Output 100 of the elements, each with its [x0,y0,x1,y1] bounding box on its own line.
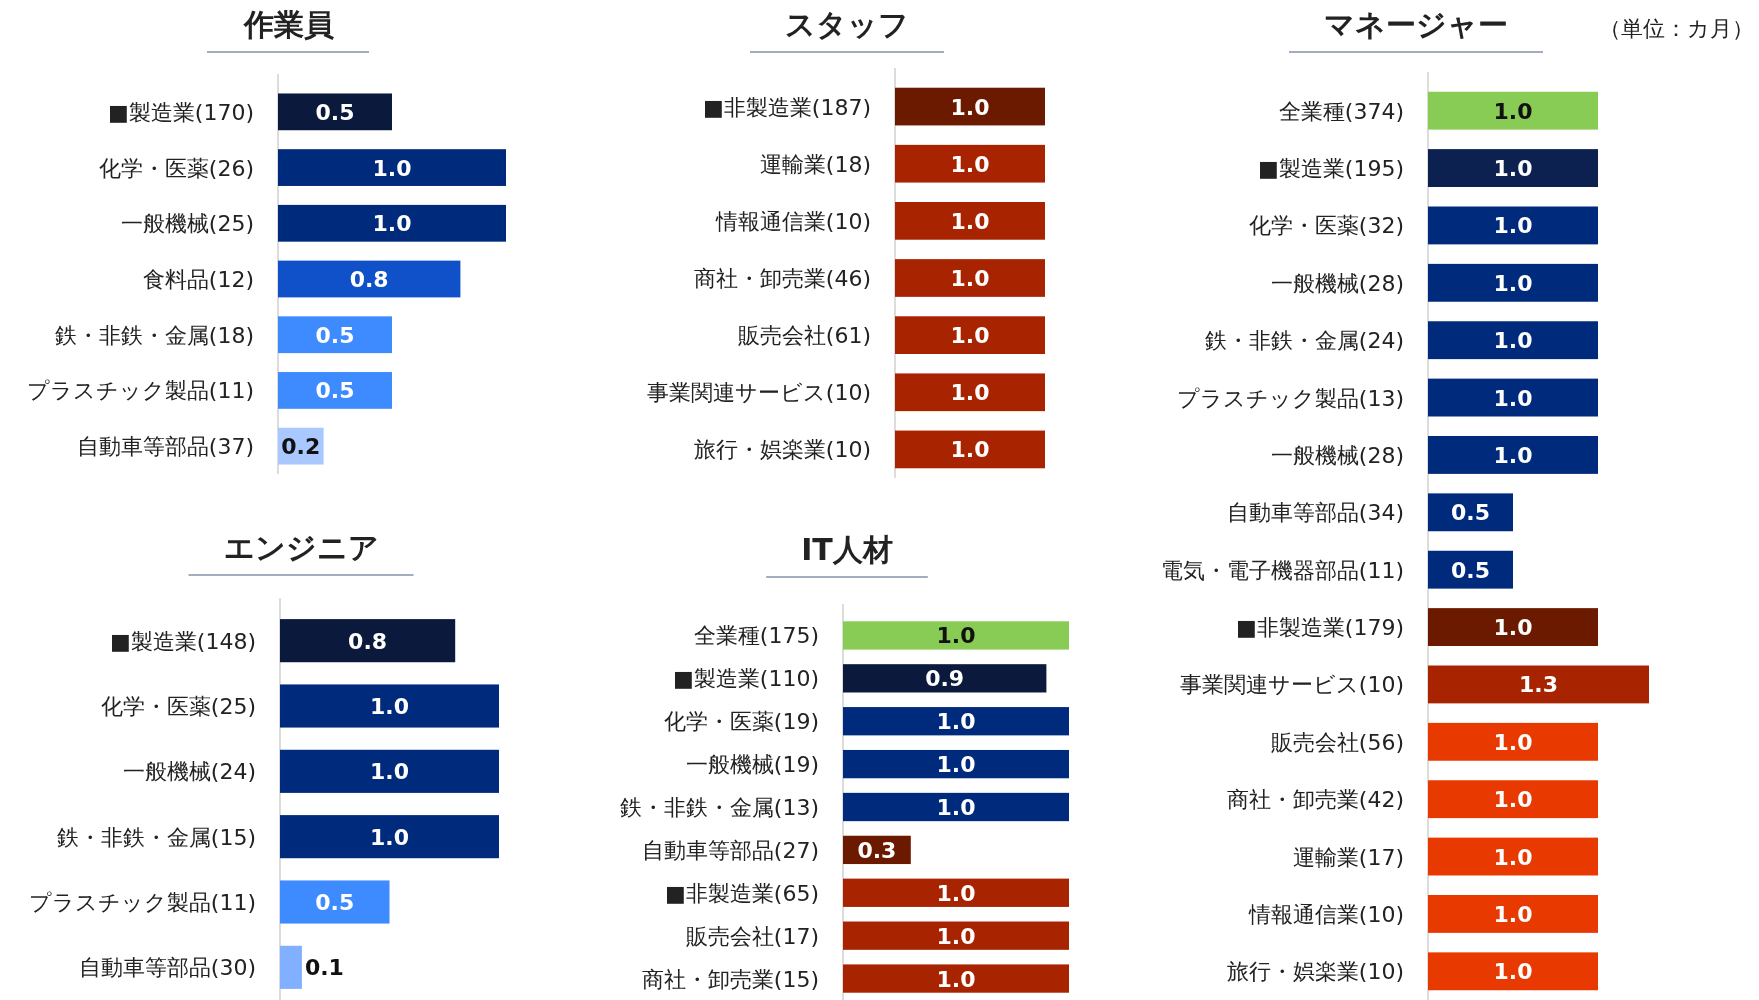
y-tick-label: ■製造業(148) [110,628,256,654]
chart-title: スタッフ [785,7,909,42]
data-label: 1.0 [936,880,976,906]
bar [280,880,390,924]
y-tick-label: 運輸業(17) [1292,844,1404,870]
data-label: 1.0 [936,623,976,649]
bar [278,260,461,298]
data-label: 1.0 [1493,98,1533,124]
y-tick-label: ■非製造業(179) [1236,615,1404,641]
y-tick-label: 一般機械(28) [1270,442,1404,468]
data-label: 1.0 [1493,385,1533,411]
data-label: 0.9 [925,666,965,692]
y-tick-label: 自動車等部品(34) [1226,500,1404,526]
chart-title: 作業員 [242,7,334,42]
y-tick-label: 情報通信業(10) [1247,901,1404,927]
data-label: 0.2 [281,434,321,460]
y-tick-label: 事業関連サービス(10) [646,380,871,406]
y-tick-label: 一般機械(19) [685,752,819,778]
y-tick-label: 一般機械(28) [1270,270,1404,296]
data-label: 0.5 [1451,500,1490,526]
y-tick-label: 鉄・非鉄・金属(15) [56,824,256,850]
data-label: 0.5 [315,322,355,348]
data-label: 1.0 [950,380,990,406]
chart-title: IT人材 [801,532,893,567]
y-tick-label: 一般機械(25) [120,211,254,237]
y-tick-label: 化学・医薬(25) [100,694,256,719]
y-tick-label: 鉄・非鉄・金属(13) [619,795,819,820]
data-label: 1.0 [370,824,409,850]
data-label: 1.0 [370,694,409,719]
y-tick-label: 商社・卸売業(46) [693,266,871,291]
y-tick-label: 電気・電子機器部品(11) [1160,557,1404,583]
data-label: 1.0 [936,752,976,778]
y-tick-label: 旅行・娯楽業(10) [693,437,871,463]
y-tick-label: 旅行・娯楽業(10) [1226,959,1404,985]
y-tick-label: 化学・医薬(26) [98,155,254,181]
data-label: 1.0 [1493,959,1533,985]
data-label: 1.0 [1493,156,1533,182]
data-label: 1.0 [950,323,990,349]
y-tick-label: 商社・卸売業(42) [1226,787,1404,813]
y-tick-label: 全業種(175) [693,623,819,649]
data-label: 0.8 [348,628,388,654]
data-label: 0.5 [315,378,355,404]
bar [280,945,302,989]
y-tick-label: 販売会社(56) [1270,729,1404,755]
data-label: 1.0 [1493,844,1533,870]
y-tick-label: 運輸業(18) [759,151,871,177]
data-label: 1.0 [950,266,990,291]
y-tick-label: 自動車等部品(30) [78,955,256,981]
data-label: 1.0 [1493,328,1533,354]
data-label: 1.0 [936,709,976,735]
bar [278,316,392,354]
data-label: 1.0 [370,759,409,785]
data-label: 1.0 [1493,901,1533,927]
y-tick-label: ■非製造業(65) [665,880,819,906]
y-tick-label: 化学・医薬(32) [1248,213,1404,239]
y-tick-label: 商社・卸売業(15) [641,966,819,992]
y-tick-label: ■製造業(110) [673,666,819,692]
data-label: 1.0 [950,208,990,234]
chart-title: マネージャー [1324,7,1508,42]
data-label: 1.0 [1493,615,1533,641]
data-label: 1.3 [1519,672,1558,698]
y-tick-label: 全業種(374) [1278,98,1404,124]
y-tick-label: 販売会社(61) [737,323,871,349]
data-label: 1.0 [1493,213,1533,239]
data-label: 1.0 [1493,270,1533,296]
data-label: 1.0 [950,94,990,120]
data-label: 1.0 [936,795,976,820]
y-tick-label: 事業関連サービス(10) [1179,672,1404,698]
data-label: 1.0 [950,151,990,177]
data-label: 1.0 [372,211,412,237]
bar [278,372,392,409]
bar [278,204,506,242]
data-label: 1.0 [372,155,412,181]
bar [280,684,499,728]
bar [278,149,506,186]
data-label: 0.1 [304,955,344,981]
y-tick-label: プラスチック製品(11) [28,890,256,915]
bar [280,749,499,793]
y-tick-label: 情報通信業(10) [714,208,871,234]
y-tick-label: 鉄・非鉄・金属(24) [1204,328,1404,354]
data-label: 0.5 [315,890,355,915]
bar [278,93,392,131]
y-tick-label: 一般機械(24) [122,759,256,785]
y-tick-label: 化学・医薬(19) [663,709,819,735]
data-label: 0.8 [349,267,389,292]
y-tick-label: プラスチック製品(13) [1176,385,1404,411]
y-tick-label: 販売会社(17) [685,923,819,949]
data-label: 0.3 [857,837,897,863]
data-label: 1.0 [1493,787,1533,813]
data-label: 0.5 [315,99,355,125]
y-tick-label: ■製造業(195) [1258,156,1404,182]
y-tick-label: ■非製造業(187) [703,94,871,120]
bar [280,815,499,859]
data-label: 1.0 [1493,729,1533,755]
data-label: 1.0 [950,437,990,463]
y-tick-label: 自動車等部品(37) [76,434,254,460]
bar [280,619,456,663]
chart-title: エンジニア [223,530,379,565]
data-label: 1.0 [936,966,976,992]
y-tick-label: 自動車等部品(27) [641,837,819,863]
